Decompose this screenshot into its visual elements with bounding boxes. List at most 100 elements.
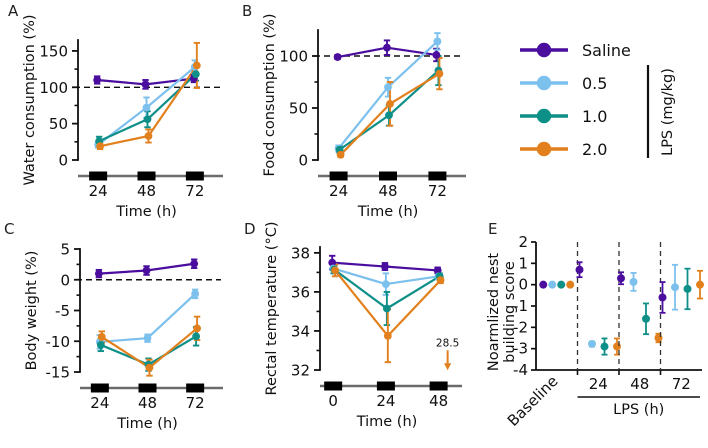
data-point [142,103,151,112]
panel-a: A 0 50 100 150 24 48 72 Time (h) Water consumpti… [0,0,236,220]
x-tick-label: 48 [429,392,448,410]
y-tick-label: 0 [58,152,68,170]
data-point [436,276,445,285]
panel-e: E 2 1 0 -1 -2 -3 -4 Baseline 24 48 72 LPS (h) Noarml… [484,210,708,448]
x-axis-title: Time (h) [357,204,419,220]
y-axis-title: Body weight (%) [24,251,40,371]
panel-d: D 32 34 36 38 0 24 48 Time (h) Rectal temperatur… [236,210,484,448]
y-tick-label: 0 [518,276,528,294]
figure-legend: Saline 0.5 1.0 2.0 LPS (mg/kg) [490,10,708,195]
y-tick-label: 2 [518,233,528,251]
x-axis-title: Time (h) [356,414,418,430]
data-point [331,266,340,275]
data-point [143,334,152,343]
panel-b-plot: 0 50 100 24 48 72 Time (h) Food consumption (%) [262,14,466,220]
x-group-label: Baseline [504,372,562,430]
panel-a-label: A [8,2,19,20]
legend-label: 2.0 [582,140,607,159]
legend-graphic: Saline 0.5 1.0 2.0 LPS (mg/kg) [520,41,676,159]
x-tick-label: 24 [90,394,109,412]
panel-c: C 5 0 -5 -10 -15 24 48 72 Time (h) Body weight (%… [0,210,236,448]
data-point [548,280,557,289]
data-point [696,280,704,289]
y-tick-label: -5 [55,302,70,320]
y-tick-label: -2 [513,318,528,336]
dark-phase-block [90,383,109,393]
data-point [383,331,392,340]
data-point [384,83,392,92]
panel-d-plot: 32 34 36 38 0 24 48 Time (h) Rectal temperature … [264,222,462,430]
x-tick-label: 24 [329,182,348,200]
data-point [96,341,105,349]
x-axis-title: Time (h) [115,204,177,220]
panel-c-plot: 5 0 -5 -10 -15 24 48 72 Time (h) Body weight (%) [24,241,223,432]
data-point [566,280,575,289]
dark-phase-block [185,171,204,181]
y-axis-title: Food consumption (%) [262,14,278,177]
y-axis-title: Water consumption (%) [22,14,38,185]
y-tick-label: 5 [60,241,70,259]
panel-b: B 0 50 100 24 48 72 Time (h) Food consumption (… [236,0,478,220]
x-tick-label: 72 [186,394,205,412]
data-point [432,51,441,59]
y-tick-label: 50 [289,100,308,118]
data-point [575,265,584,274]
legend-label: Saline [582,41,631,60]
x-tick-label: 72 [428,182,447,200]
x-tick-label: 24 [89,182,108,200]
data-point [629,277,638,286]
data-point [382,304,391,313]
y-axis-title-line1: Noarmlized nest [486,253,502,372]
panel-e-label: E [488,220,498,238]
data-point [658,293,667,302]
data-point [588,339,596,348]
x-axis-title: LPS (h) [613,402,664,418]
data-point [145,363,154,372]
dark-phase-block [89,171,108,181]
dark-phase-block [379,171,397,181]
x-axis-title: Time (h) [116,416,178,432]
dark-phase-block [137,171,156,181]
legend-title: LPS (mg/kg) [660,68,676,156]
x-group-label: 24 [589,375,608,393]
y-tick-label: 32 [291,362,310,380]
data-point [435,69,444,78]
legend-marker [536,108,552,124]
y-tick-label: 50 [49,115,68,133]
y-tick-label: 36 [291,283,310,301]
y-tick-label: 1 [518,254,528,272]
data-point [433,37,442,46]
y-tick-label: 38 [291,244,310,262]
data-point [671,283,679,292]
y-tick-label: -1 [513,297,528,315]
data-point [654,334,663,342]
panel-d-label: D [244,220,256,238]
data-point [381,262,389,271]
legend-label: 1.0 [582,107,607,126]
data-point [191,289,200,298]
data-point [93,76,102,84]
legend-marker [536,42,552,58]
data-point [336,150,345,159]
y-tick-label: 34 [291,322,310,340]
data-point [142,266,151,275]
data-point [539,280,548,289]
data-point [333,53,342,61]
x-tick-label: 72 [185,182,204,200]
data-point [94,269,103,278]
data-point [600,342,609,351]
panel-b-label: B [242,2,253,20]
data-point [96,142,105,151]
data-point [383,43,391,52]
data-point [141,80,150,89]
x-tick-label: 48 [378,182,397,200]
y-tick-label: 0 [298,152,308,170]
panel-a-plot: 0 50 100 150 24 48 72 Time (h) Water consumption… [22,14,223,220]
y-tick-label: -3 [513,340,528,358]
panel-c-label: C [4,220,15,238]
data-point [193,324,201,333]
x-group-label: 48 [630,375,649,393]
dark-phase-block [329,171,348,181]
x-tick-label: 0 [328,392,338,410]
